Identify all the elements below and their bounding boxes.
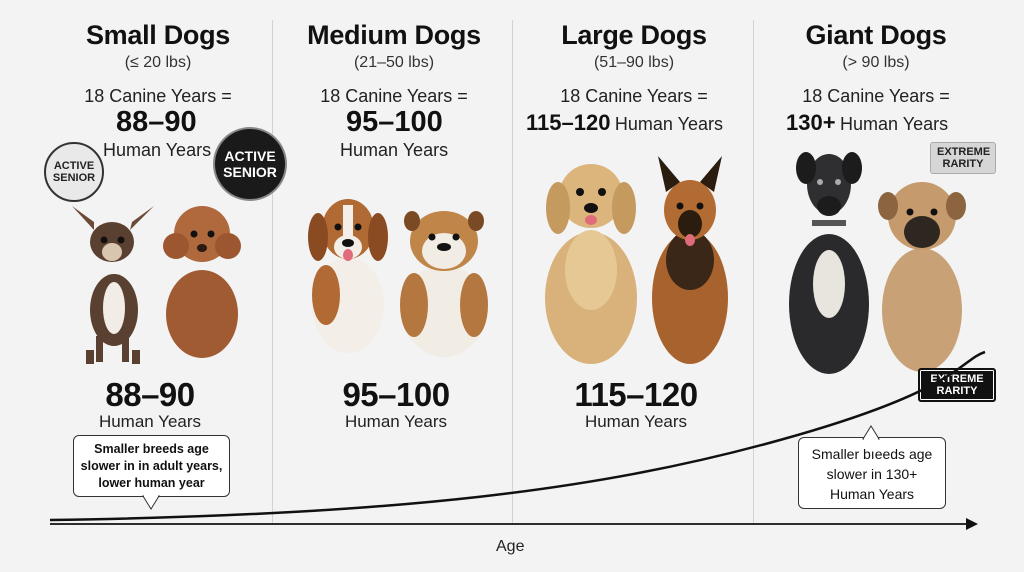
- human-years-label: Human Years: [103, 140, 212, 160]
- human-years-line: 115–120 Human Years: [526, 110, 752, 136]
- bottom-human-years-label: Human Years: [584, 412, 688, 431]
- active-senior-badge: ACTIVE SENIOR: [44, 142, 104, 202]
- column-title: Small Dogs: [85, 20, 231, 50]
- golden-retriever-image: [545, 164, 637, 364]
- axis-arrow-icon: [966, 518, 978, 530]
- german-shepherd-image: [652, 156, 728, 364]
- column-large-dogs: Large Dogs (51–90 lbs) 18 Canine Years =: [514, 0, 754, 530]
- note-callout-left: Smaller breeds age slower in in adult ye…: [73, 435, 230, 497]
- bottom-human-years-label: Human Years: [98, 412, 202, 431]
- human-years-line: 130+ Human Years: [786, 110, 986, 136]
- bottom-human-years-value: 95–100: [342, 376, 450, 413]
- bottom-human-years-value: 88–90: [105, 376, 195, 413]
- tag-label: EXTREME RARITY: [930, 373, 984, 397]
- column-title: Giant Dogs: [805, 20, 947, 50]
- weight-range: (21–50 lbs): [353, 54, 435, 71]
- weight-range: (≤ 20 lbs): [124, 54, 192, 71]
- extreme-rarity-tag: EXTREME RARITY: [930, 142, 996, 174]
- weight-range: (51–90 lbs): [593, 54, 675, 71]
- canine-years-label: 18 Canine Years =: [802, 86, 950, 106]
- note-pointer: [862, 425, 880, 440]
- column-title: Large Dogs: [561, 20, 707, 50]
- human-years-label: Human Years: [614, 114, 723, 134]
- note-line: slower in in adult years,: [80, 459, 223, 473]
- column-title: Medium Dogs: [307, 20, 481, 50]
- human-years-value: 88–90: [116, 106, 197, 138]
- canine-years-label: 18 Canine Years =: [84, 86, 232, 106]
- column-divider: [512, 20, 513, 525]
- note-line: Smaller breeds age: [94, 442, 209, 456]
- human-years-label: Human Years: [840, 114, 949, 134]
- active-senior-badge-dark: ACTIVE SENIOR: [218, 132, 282, 196]
- note-line: Human Years: [829, 486, 915, 502]
- column-divider: [753, 20, 754, 525]
- age-axis: [49, 350, 986, 530]
- column-divider: [272, 20, 273, 525]
- human-years-value: 95–100: [346, 106, 443, 138]
- great-dane-image: [789, 152, 869, 374]
- bottom-human-years-label: Human Years: [344, 412, 448, 431]
- mastiff-image: [878, 182, 966, 372]
- tag-label: EXTREME RARITY: [937, 146, 991, 170]
- note-pointer: [142, 495, 160, 510]
- weight-range: (> 90 lbs): [842, 54, 910, 71]
- human-years-value: 130+: [786, 110, 836, 135]
- note-line: slower in 130+: [826, 466, 918, 482]
- canine-years-label: 18 Canine Years =: [560, 86, 708, 106]
- column-medium-dogs: Medium Dogs (21–50 lbs) 18 Canine Years …: [274, 0, 514, 530]
- bottom-human-years-value: 115–120: [574, 376, 698, 413]
- note-line: Smaller bıeeds age: [811, 446, 933, 462]
- chihuahua-image: [72, 206, 154, 364]
- canine-years-label: 18 Canine Years =: [320, 86, 468, 106]
- badge-label: ACTIVE SENIOR: [223, 148, 277, 180]
- human-years-value: 115–120: [526, 110, 611, 135]
- column-small-dogs: Small Dogs (≤ 20 lbs) 18 Canine Years =: [40, 0, 276, 530]
- bulldog-image: [400, 211, 488, 357]
- x-axis-label: Age: [496, 538, 525, 555]
- beagle-image: [308, 199, 388, 353]
- column-giant-dogs: Giant Dogs (> 90 lbs) 18 Canine Years =: [756, 0, 996, 530]
- badge-label: ACTIVE SENIOR: [52, 160, 96, 184]
- aging-curve: [49, 350, 986, 522]
- note-line: lower human year: [98, 476, 205, 490]
- human-years-label: Human Years: [340, 140, 449, 160]
- poodle-image: [163, 206, 241, 358]
